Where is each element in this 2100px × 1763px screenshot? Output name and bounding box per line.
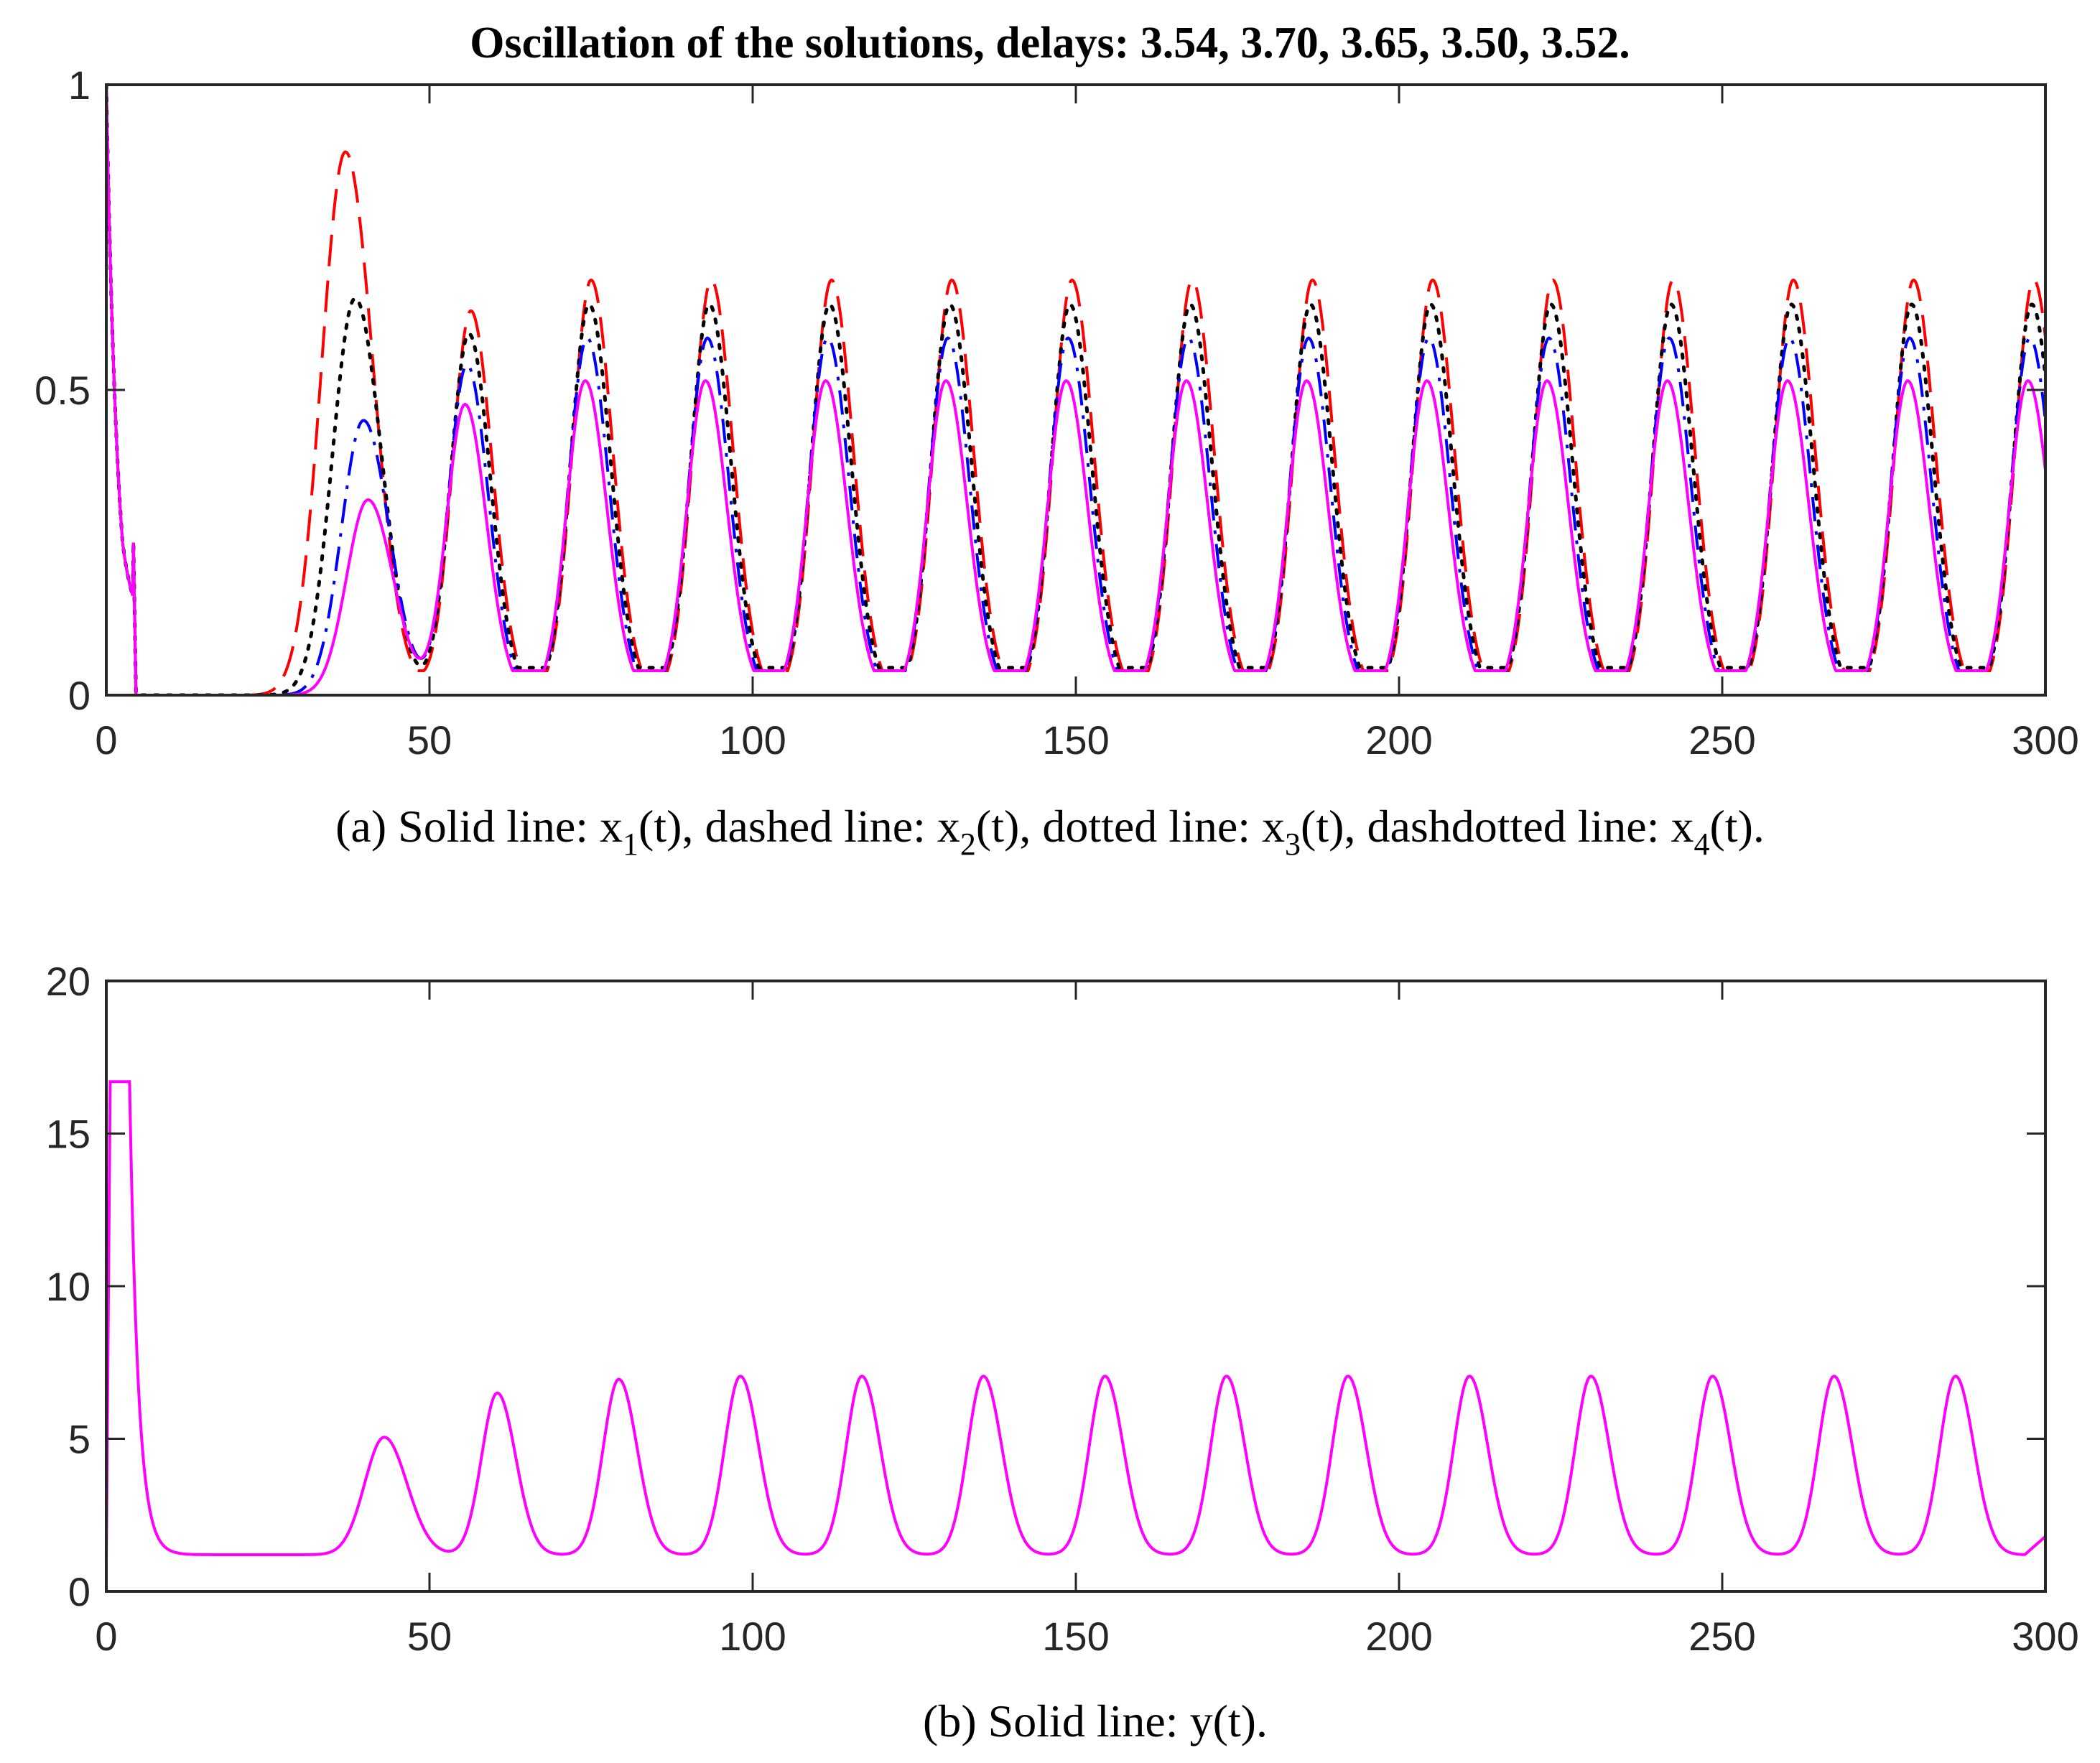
y-tick-label: 10	[46, 1264, 90, 1309]
panel-a-plot-area	[106, 85, 2045, 695]
panel-b-axes-box	[105, 980, 2047, 1593]
series-line-x3t	[106, 85, 2045, 695]
x-tick-label: 200	[1365, 717, 1432, 763]
caption-a-sub3: 3	[1285, 827, 1301, 862]
caption-a-sub4: 4	[1694, 827, 1709, 862]
panel-b: 0 50 100 150 200 250 300 0 5 10 15 20 (b) Solid lin…	[46, 959, 2079, 1746]
x-tick-label: 100	[719, 1614, 786, 1659]
y-tick-label: 1	[68, 62, 90, 108]
caption-a-seg4: (t), dashdotted line: x	[1301, 801, 1694, 852]
panel-a: 0 50 100 150 200 250 300 0 0.5 1 (a) Solid line: …	[34, 62, 2079, 862]
y-tick-label: 15	[46, 1112, 90, 1157]
x-tick-label: 100	[719, 717, 786, 763]
series-line-yt	[106, 1080, 2045, 1561]
panel-b-plot-area	[106, 1080, 2045, 1561]
panel-a-caption: (a) Solid line: x1(t), dashed line: x2(t…	[335, 801, 1765, 862]
caption-a-seg5: (t).	[1709, 801, 1764, 852]
y-tick-label: 20	[46, 959, 90, 1004]
x-tick-label: 250	[1688, 717, 1755, 763]
x-tick-label: 300	[2012, 717, 2078, 763]
caption-a-seg2: (t), dashed line: x	[638, 801, 960, 852]
x-tick-label: 300	[2012, 1614, 2078, 1659]
x-tick-label: 200	[1365, 1614, 1432, 1659]
panel-a-ticks: 0 50 100 150 200 250 300 0 0.5 1	[34, 62, 2079, 763]
series-line-x2t	[106, 85, 2045, 695]
chart-title: Oscillation of the solutions, delays: 3.…	[470, 19, 1630, 68]
x-tick-label: 50	[407, 1614, 452, 1659]
x-tick-label: 0	[95, 717, 117, 763]
series-line-x1t	[106, 85, 2045, 695]
caption-a-seg1: (a) Solid line: x	[335, 801, 623, 852]
x-tick-label: 0	[95, 1614, 117, 1659]
caption-a-sub2: 2	[960, 827, 976, 862]
caption-a-seg3: (t), dotted line: x	[976, 801, 1285, 852]
x-tick-label: 250	[1688, 1614, 1755, 1659]
y-tick-label: 5	[68, 1417, 90, 1462]
x-tick-label: 50	[407, 717, 452, 763]
x-tick-label: 150	[1042, 717, 1109, 763]
panel-b-ticks: 0 50 100 150 200 250 300 0 5 10 15 20	[46, 959, 2079, 1659]
panel-b-caption: (b) Solid line: y(t).	[923, 1695, 1268, 1746]
y-tick-label: 0	[68, 1569, 90, 1614]
y-tick-label: 0	[68, 673, 90, 718]
x-tick-label: 150	[1042, 1614, 1109, 1659]
caption-a-sub1: 1	[623, 827, 638, 862]
y-tick-label: 0.5	[34, 368, 90, 413]
